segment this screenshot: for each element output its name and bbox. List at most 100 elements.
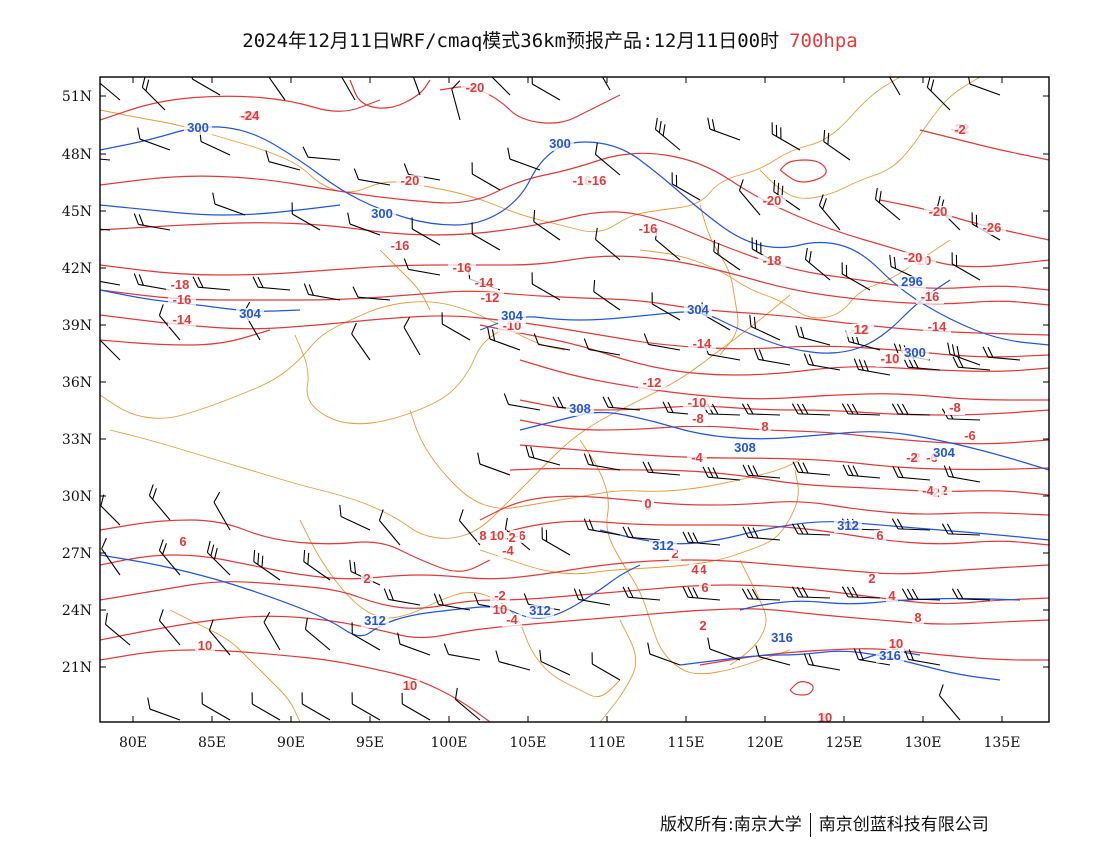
- height-label: 316: [879, 648, 901, 663]
- label-bg: [899, 252, 927, 265]
- label-bg: [361, 573, 373, 586]
- height-label: 312: [364, 613, 386, 628]
- temperature-label: 4: [699, 562, 707, 577]
- wind-barb: [352, 286, 391, 301]
- temperature-label: -16: [391, 238, 410, 253]
- label-bg: [874, 530, 886, 543]
- label-bg: [642, 498, 654, 511]
- temperature-label: 8: [761, 419, 768, 434]
- wind-barb: [251, 692, 281, 721]
- boundary-line: [479, 469, 799, 575]
- temperature-label: 6: [179, 534, 186, 549]
- label-bg: [546, 138, 574, 151]
- wind-barb: [303, 283, 341, 301]
- boundary-line: [294, 324, 521, 425]
- boundary-line: [169, 609, 301, 722]
- wind-barb: [443, 643, 481, 661]
- temperature-label: -12: [643, 375, 662, 390]
- wind-barb: [941, 523, 981, 536]
- temperature-label: 12: [854, 322, 868, 337]
- wind-barb: [302, 146, 341, 161]
- temperature-label: -24: [241, 108, 261, 123]
- wind-barb: [208, 619, 231, 656]
- label-bg: [759, 421, 771, 434]
- height-label: 300: [187, 120, 209, 135]
- wind-barb: [892, 466, 931, 481]
- wind-barb: [503, 393, 541, 411]
- y-tick-label: 33N: [62, 432, 92, 448]
- height-label: 304: [239, 306, 261, 321]
- wind-barb: [408, 77, 421, 96]
- y-tick-label: 27N: [62, 546, 92, 562]
- wind-barb: [147, 697, 181, 721]
- temperature-label: -16: [921, 289, 940, 304]
- height-label: 308: [734, 440, 756, 455]
- wind-barb: [304, 617, 331, 651]
- label-bg: [400, 680, 420, 693]
- boundary-line: [579, 439, 791, 675]
- temperature-isoline: [100, 211, 1049, 291]
- wind-barb: [192, 276, 231, 291]
- wind-barb: [791, 403, 831, 416]
- wind-barb: [771, 122, 801, 151]
- temperature-label: -4: [502, 543, 514, 558]
- temperature-label: -10: [688, 395, 707, 410]
- label-bg: [649, 540, 677, 553]
- y-tick-label: 36N: [62, 375, 92, 391]
- wind-barb: [841, 403, 881, 416]
- temperature-label: -8: [949, 400, 961, 415]
- wind-barb: [643, 333, 681, 351]
- y-tick-label: 42N: [62, 261, 92, 277]
- temperature-label: -18: [171, 277, 190, 292]
- label-bg: [898, 276, 926, 289]
- boundary-line: [639, 239, 951, 319]
- wind-barb: [583, 453, 621, 471]
- label-bg: [687, 452, 707, 465]
- wind-barb: [403, 316, 421, 356]
- wind-barb: [818, 194, 841, 231]
- wind-barb: [263, 611, 281, 651]
- label-bg: [876, 353, 904, 366]
- temperature-label: -4: [922, 483, 934, 498]
- label-bg: [490, 590, 510, 603]
- wind-barb: [853, 648, 891, 666]
- wind-barb: [533, 209, 561, 241]
- label-bg: [930, 447, 958, 460]
- wind-barb: [682, 531, 721, 546]
- temperature-label: -20: [466, 80, 485, 95]
- wind-barb: [803, 353, 841, 371]
- height-label: 312: [652, 538, 674, 553]
- label-bg: [168, 294, 196, 307]
- label-bg: [184, 122, 212, 135]
- wind-barb: [206, 540, 231, 576]
- temperature-label: -16: [453, 260, 472, 275]
- wind-barb: [100, 79, 121, 101]
- height-labels: 300 300 300 304 304 304 308 308 304 312 312 312 316 3…: [184, 120, 958, 663]
- temperature-label: -26: [983, 220, 1002, 235]
- label-bg: [902, 452, 922, 465]
- wind-barb: [451, 80, 461, 121]
- wind-barb: [383, 588, 421, 606]
- wind-barb: [158, 304, 181, 341]
- wind-barb: [158, 539, 181, 576]
- temperature-label: -2: [954, 122, 966, 137]
- x-tick-label: 125E: [826, 735, 863, 751]
- wind-barb: [100, 226, 111, 231]
- temperature-isoline: [100, 608, 1049, 641]
- wind-barb: [741, 403, 781, 416]
- height-isoline: [519, 411, 1049, 471]
- boundary-line: [729, 559, 767, 666]
- x-tick-label: 90E: [277, 735, 305, 751]
- temperature-label: -16: [173, 292, 192, 307]
- label-bg: [834, 520, 862, 533]
- label-bg: [361, 615, 389, 628]
- wind-barb: [602, 396, 641, 411]
- label-bg: [960, 430, 980, 443]
- temperature-label: -14: [173, 312, 193, 327]
- wind-barb: [583, 338, 621, 356]
- wind-barb: [642, 461, 681, 476]
- temperature-label: 6: [701, 580, 708, 595]
- temperature-labels: -20-24-20-16-16-22-20-26-16-16-14-20-12-…: [166, 80, 1006, 722]
- y-tick-label: 21N: [62, 660, 92, 676]
